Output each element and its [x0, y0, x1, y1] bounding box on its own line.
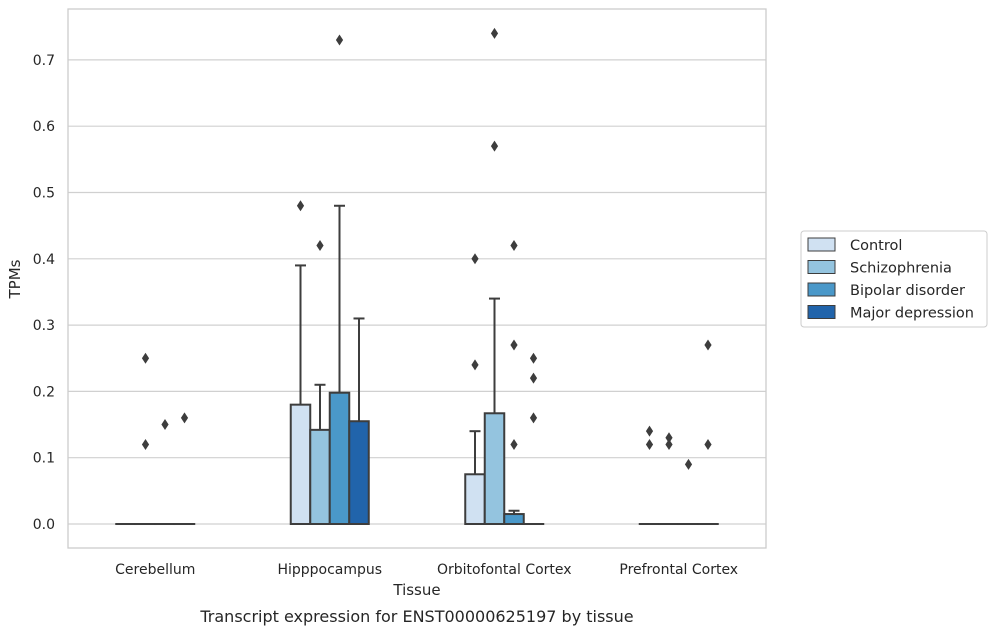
y-tick-label: 0.0 — [33, 517, 55, 533]
x-tick-label: Orbitofontal Cortex — [437, 562, 572, 578]
outlier-point — [316, 240, 324, 252]
y-tick-label: 0.1 — [33, 451, 55, 467]
y-tick-label: 0.3 — [33, 318, 55, 334]
outlier-point — [529, 412, 538, 424]
outlier-point — [529, 372, 538, 384]
legend-swatch — [807, 237, 836, 252]
x-tick-label: Hipppocampus — [277, 562, 382, 578]
outlier-point — [704, 339, 712, 351]
x-tick-labels: Cerebellum Hipppocampus Orbitofontal Corte… — [115, 562, 738, 578]
outlier-point — [510, 339, 518, 351]
x-tick-label: Prefrontal Cortex — [619, 562, 738, 578]
y-tick-labels: 0.0 0.1 0.2 0.3 0.4 0.5 0.6 0.7 — [33, 53, 55, 533]
outlier-point — [665, 432, 673, 444]
outlier-point — [510, 240, 518, 252]
bar — [483, 412, 506, 525]
plot-frame — [67, 8, 767, 549]
outlier-point — [161, 419, 169, 431]
outlier-point — [665, 438, 673, 450]
outlier-point — [490, 140, 499, 152]
outlier-point — [141, 352, 150, 364]
grid-lines — [68, 59, 766, 525]
outlier-point — [704, 438, 712, 450]
chart-caption: Transcript expression for ENST0000062519… — [199, 607, 633, 626]
y-tick-label: 0.6 — [33, 119, 55, 135]
outlier-point — [510, 438, 518, 450]
outlier-points — [141, 27, 712, 470]
legend-label: Bipolar disorder — [850, 283, 965, 299]
outlier-point — [684, 458, 693, 470]
bars — [115, 391, 719, 526]
bar — [503, 513, 525, 525]
outlier-point — [645, 425, 654, 437]
bar — [289, 403, 312, 525]
y-axis-label: TPMs — [6, 259, 24, 299]
outlier-point — [471, 359, 479, 371]
outlier-point — [141, 438, 150, 450]
legend-frame — [800, 230, 988, 328]
legend-label: Control — [850, 238, 902, 254]
bar — [328, 391, 351, 526]
y-tick-label: 0.5 — [33, 186, 55, 202]
outlier-point — [296, 200, 305, 212]
outlier-point — [490, 27, 499, 39]
outlier-point — [180, 412, 189, 424]
legend-swatch — [807, 305, 836, 319]
y-tick-label: 0.2 — [33, 384, 55, 400]
legend: Control Schizophrenia Bipolar disorder Majo… — [800, 230, 988, 328]
outlier-point — [645, 438, 654, 450]
y-tick-label: 0.7 — [33, 53, 55, 69]
bar — [309, 428, 331, 525]
legend-swatch — [807, 282, 836, 297]
legend-label: Schizophrenia — [850, 261, 952, 277]
x-axis-label: Tissue — [392, 581, 440, 599]
bar — [348, 420, 370, 525]
x-tick-label: Cerebellum — [115, 562, 195, 578]
y-tick-label: 0.4 — [33, 252, 55, 268]
outlier-point — [529, 352, 538, 364]
error-bars — [295, 204, 520, 515]
legend-swatch — [807, 260, 836, 274]
outlier-point — [471, 253, 479, 265]
outlier-point — [335, 34, 344, 46]
legend-items: Control Schizophrenia Bipolar disorder Majo… — [807, 237, 974, 322]
legend-label: Major depression — [850, 306, 974, 322]
bar — [464, 473, 486, 525]
